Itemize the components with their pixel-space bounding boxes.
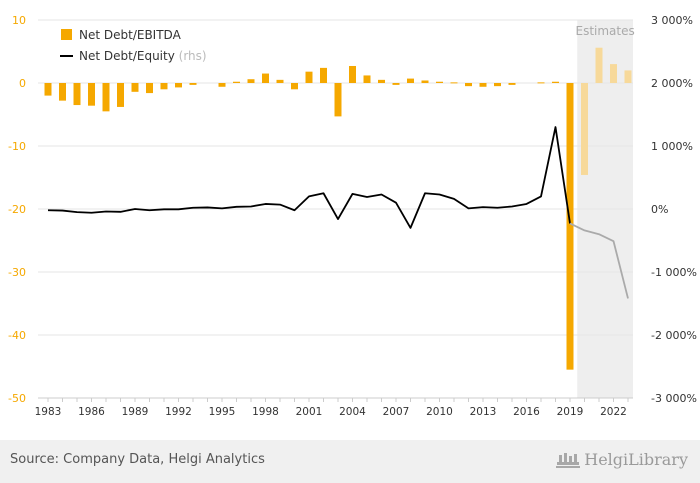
bar xyxy=(117,83,124,107)
bar xyxy=(189,83,197,85)
bar xyxy=(407,78,414,83)
bar xyxy=(508,83,516,85)
x-tick-label: 1983 xyxy=(35,406,62,418)
bar xyxy=(247,79,255,83)
left-tick-label: 0 xyxy=(19,77,26,90)
x-tick-label: 2004 xyxy=(339,406,366,418)
x-tick-label: 1995 xyxy=(209,406,236,418)
x-tick-label: 2022 xyxy=(600,406,627,418)
left-tick-label: 10 xyxy=(12,14,26,27)
x-tick-label: 2019 xyxy=(557,406,584,418)
bar xyxy=(218,83,226,87)
left-tick-label: -20 xyxy=(8,203,26,216)
bar xyxy=(421,80,429,83)
chart: Estimates 10 0 -10 -20 -30 -40 -50 3 000% 2 000% 1… xyxy=(8,14,697,418)
bar xyxy=(363,75,371,83)
bar xyxy=(276,79,284,83)
bar xyxy=(44,83,52,96)
bar xyxy=(436,81,443,83)
helgi-logo[interactable]: HelgiLibrary xyxy=(556,449,688,469)
bar xyxy=(595,47,603,83)
x-tick-label: 2013 xyxy=(470,406,497,418)
right-tick-label: -2 000% xyxy=(651,329,697,342)
legend-label-bar: Net Debt/EBITDA xyxy=(79,28,182,42)
bar xyxy=(73,83,81,106)
bar xyxy=(175,83,182,88)
bar xyxy=(479,83,487,87)
legend-label-line: Net Debt/Equity (rhs) xyxy=(79,49,207,63)
bar xyxy=(581,83,588,175)
left-tick-label: -50 xyxy=(8,392,26,405)
legend-series-name: Net Debt/Equity xyxy=(79,49,179,63)
bar xyxy=(59,83,66,101)
bar xyxy=(291,83,298,90)
bar xyxy=(392,83,400,85)
bar xyxy=(610,64,617,83)
bar xyxy=(334,83,342,117)
bar xyxy=(160,83,168,90)
right-tick-label: 1 000% xyxy=(651,140,693,153)
x-tick-label: 1986 xyxy=(78,406,105,418)
legend-swatch-bar xyxy=(61,29,72,40)
bar xyxy=(146,83,153,94)
bar xyxy=(102,83,110,112)
bar xyxy=(262,73,269,83)
bar xyxy=(88,83,95,106)
left-tick-label: -10 xyxy=(8,140,26,153)
line-net-debt-equity-estimate xyxy=(569,222,629,299)
x-tick-label: 2001 xyxy=(296,406,323,418)
bar xyxy=(349,65,356,83)
left-tick-label: -40 xyxy=(8,329,26,342)
x-tick-label: 2010 xyxy=(426,406,453,418)
x-tick-label: 2007 xyxy=(383,406,410,418)
chart-svg: Estimates 10 0 -10 -20 -30 -40 -50 3 000% 2 000% 1… xyxy=(8,14,697,418)
bar xyxy=(378,79,385,83)
bar xyxy=(624,70,632,83)
right-tick-label: 0% xyxy=(651,203,668,216)
bar xyxy=(494,83,501,87)
bar xyxy=(320,67,327,83)
bar xyxy=(537,82,545,84)
legend-rhs-note: (rhs) xyxy=(179,49,207,63)
right-tick-label: -3 000% xyxy=(651,392,697,405)
bar xyxy=(305,71,313,83)
x-tick-label: 1992 xyxy=(165,406,192,418)
x-tick-label: 1989 xyxy=(122,406,149,418)
bar xyxy=(566,83,574,370)
right-tick-label: -1 000% xyxy=(651,266,697,279)
bar xyxy=(552,81,559,83)
bar xyxy=(131,83,139,92)
right-tick-label: 2 000% xyxy=(651,77,693,90)
x-tick-label: 2016 xyxy=(513,406,540,418)
source-text: Source: Company Data, Helgi Analytics xyxy=(10,452,265,467)
bar xyxy=(465,83,472,87)
library-icon xyxy=(556,453,581,468)
estimates-label: Estimates xyxy=(575,24,634,38)
left-tick-label: -30 xyxy=(8,266,26,279)
bar xyxy=(233,81,240,83)
footer: Source: Company Data, Helgi Analytics He… xyxy=(0,440,700,483)
bar xyxy=(450,82,458,84)
line-net-debt-equity xyxy=(47,126,571,229)
right-tick-label: 3 000% xyxy=(651,14,693,27)
x-tick-label: 1998 xyxy=(252,406,279,418)
logo-text: HelgiLibrary xyxy=(584,449,688,469)
